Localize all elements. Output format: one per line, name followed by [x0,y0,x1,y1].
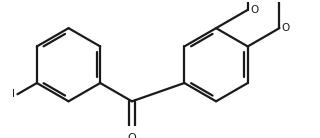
Text: O: O [250,5,258,15]
Text: O: O [282,23,290,33]
Text: I: I [12,89,15,99]
Text: O: O [128,133,136,138]
